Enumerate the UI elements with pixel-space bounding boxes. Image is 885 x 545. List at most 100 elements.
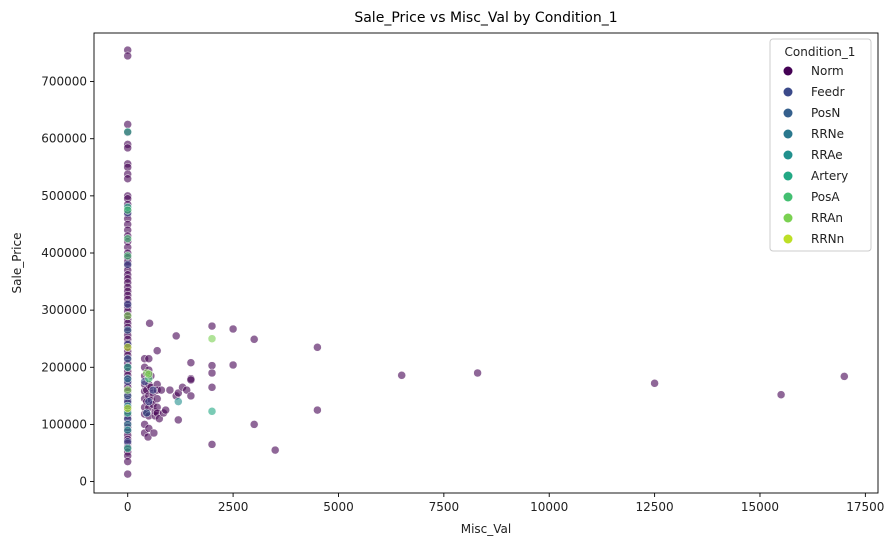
data-point [207, 368, 217, 378]
data-point [207, 383, 217, 392]
data-point [123, 51, 132, 61]
data-point [123, 354, 132, 363]
legend: Condition_1 Norm Feedr PosN RRNe RRAe Artery P… [769, 38, 872, 252]
legend-label: Norm [811, 64, 844, 78]
data-point [174, 397, 183, 406]
legend-marker [783, 108, 793, 118]
data-point [123, 374, 132, 383]
data-point [207, 440, 217, 449]
data-point [123, 174, 132, 183]
legend-marker [783, 171, 793, 181]
legend-entries: Norm Feedr PosN RRNe RRAe Artery PosA RRAn RRNn [783, 64, 848, 246]
legend-marker [783, 213, 793, 223]
data-point [249, 335, 259, 344]
data-point [123, 300, 132, 309]
plot-frame [93, 32, 879, 494]
x-axis: 0 2500 5000 7500 10000 12500 15000 17500 [124, 493, 884, 514]
data-point [313, 343, 322, 352]
legend-label: PosN [811, 106, 840, 120]
data-point [650, 379, 659, 388]
data-point [182, 385, 191, 395]
data-point [473, 368, 482, 378]
data-point [157, 385, 166, 395]
x-tick-label: 12500 [636, 500, 674, 514]
legend-marker [783, 66, 793, 76]
legend-label: RRAe [811, 148, 843, 162]
data-point [123, 343, 132, 352]
data-point [123, 325, 132, 335]
data-point [270, 445, 280, 455]
data-point [123, 469, 132, 479]
legend-marker [783, 150, 793, 160]
data-point [840, 372, 849, 381]
y-tick-label: 700000 [41, 75, 87, 89]
data-point [142, 408, 151, 418]
data-point [123, 444, 132, 453]
data-point [145, 319, 154, 328]
x-axis-label: Misc_Val [461, 522, 512, 536]
legend-label: RRNn [811, 232, 844, 246]
data-point [155, 414, 164, 423]
y-axis-label: Sale_Price [10, 233, 24, 294]
x-tick-label: 15000 [741, 500, 779, 514]
legend-marker [783, 129, 793, 139]
data-point [123, 205, 132, 215]
legend-title: Condition_1 [785, 45, 856, 59]
data-point [123, 127, 132, 137]
data-point [123, 260, 132, 269]
points-layer [123, 45, 849, 479]
data-point [207, 334, 217, 343]
data-point [144, 354, 154, 363]
y-tick-label: 500000 [41, 189, 87, 203]
data-point [123, 385, 132, 395]
data-point [165, 385, 175, 395]
legend-marker [783, 192, 793, 202]
x-tick-label: 2500 [218, 500, 249, 514]
data-point [174, 415, 183, 425]
data-point [143, 432, 153, 442]
legend-marker [783, 87, 793, 97]
y-tick-label: 0 [79, 475, 87, 489]
legend-label: RRNe [811, 127, 844, 141]
y-tick-label: 200000 [41, 360, 87, 374]
data-point [776, 390, 786, 399]
data-point [174, 388, 183, 398]
x-tick-label: 5000 [323, 500, 354, 514]
legend-label: Feedr [811, 85, 845, 99]
data-point [161, 405, 170, 415]
legend-marker [783, 234, 793, 244]
data-point [152, 346, 162, 355]
data-point [207, 321, 217, 331]
x-tick-label: 7500 [429, 500, 460, 514]
data-point [144, 369, 154, 379]
data-point [207, 407, 217, 416]
data-point [123, 363, 132, 372]
data-point [186, 391, 196, 401]
data-point [228, 324, 238, 334]
data-point [249, 420, 259, 429]
data-point [123, 311, 132, 321]
x-tick-label: 17500 [846, 500, 884, 514]
x-tick-label: 10000 [530, 500, 568, 514]
data-point [207, 361, 217, 370]
data-point [171, 331, 181, 341]
y-tick-label: 600000 [41, 132, 87, 146]
y-tick-label: 300000 [41, 303, 87, 317]
y-axis: 0 100000 200000 300000 400000 500000 600000 700… [41, 75, 94, 489]
legend-label: RRAn [811, 211, 843, 225]
data-point [123, 143, 132, 153]
data-point [228, 360, 238, 370]
data-point [123, 120, 132, 129]
data-point [186, 358, 196, 367]
data-point [123, 234, 132, 243]
x-tick-label: 0 [124, 500, 132, 514]
legend-label: PosA [811, 190, 840, 204]
data-point [397, 371, 406, 380]
legend-label: Artery [811, 169, 848, 183]
data-point [149, 428, 159, 438]
legend-box [769, 38, 872, 252]
y-tick-label: 400000 [41, 246, 87, 260]
data-point [123, 425, 132, 435]
data-point [152, 394, 162, 403]
data-point [148, 385, 158, 395]
